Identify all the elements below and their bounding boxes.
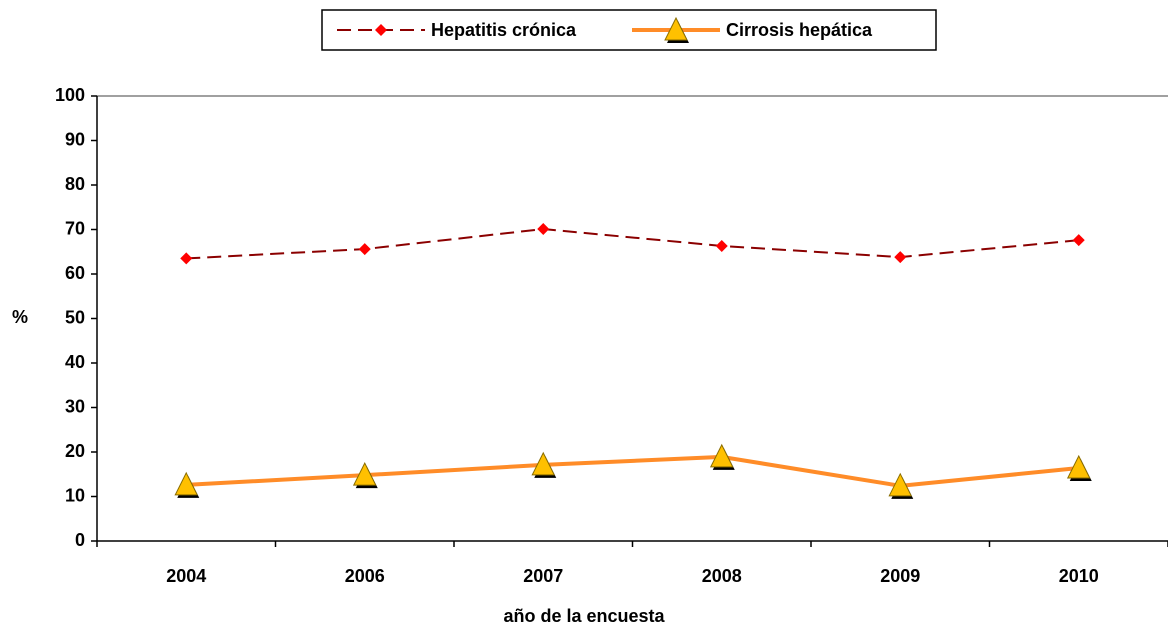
legend-label: Cirrosis hepática: [726, 20, 873, 40]
legend-label: Hepatitis crónica: [431, 20, 577, 40]
y-tick-label: 10: [65, 485, 85, 505]
marker: [375, 24, 387, 36]
marker: [664, 16, 688, 41]
y-axis-label: %: [12, 307, 28, 327]
x-tick-label: 2010: [1059, 566, 1099, 586]
x-axis-label: año de la encuesta: [503, 606, 665, 626]
x-tick-label: 2007: [523, 566, 563, 586]
y-tick-label: 70: [65, 218, 85, 238]
series-line: [186, 228, 1079, 260]
y-tick-label: 80: [65, 174, 85, 194]
y-tick-label: 60: [65, 263, 85, 283]
marker: [709, 443, 734, 468]
y-tick-label: 100: [55, 85, 85, 105]
marker: [894, 251, 907, 264]
marker: [715, 239, 728, 252]
series-line: [186, 454, 1079, 488]
marker: [888, 472, 913, 497]
y-tick-label: 20: [65, 441, 85, 461]
x-tick-label: 2004: [166, 566, 206, 586]
y-tick-label: 30: [65, 396, 85, 416]
x-tick-label: 2008: [702, 566, 742, 586]
marker: [537, 223, 550, 236]
y-tick-label: 50: [65, 307, 85, 327]
marker: [1072, 234, 1085, 247]
marker: [174, 471, 199, 496]
y-tick-label: 40: [65, 352, 85, 372]
marker: [352, 462, 377, 486]
x-tick-label: 2006: [345, 566, 385, 586]
marker: [1066, 454, 1091, 479]
marker: [180, 252, 193, 265]
marker: [531, 451, 556, 476]
y-tick-label: 90: [65, 129, 85, 149]
y-tick-label: 0: [75, 530, 85, 550]
marker: [358, 243, 371, 256]
x-tick-label: 2009: [880, 566, 920, 586]
